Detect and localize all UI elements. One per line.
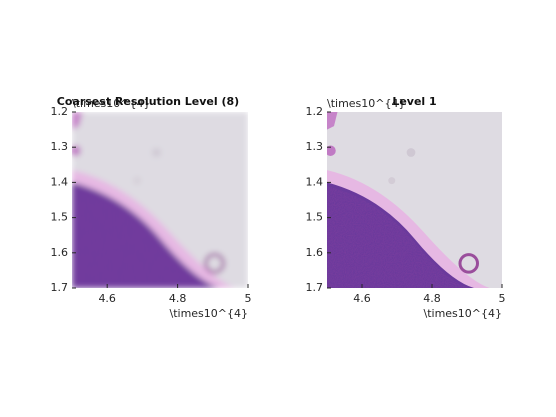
edge-corner: [72, 112, 83, 130]
cell: [458, 253, 479, 274]
y-tick-label: 1.3: [306, 140, 324, 153]
y-tick-label: 1.7: [306, 281, 324, 294]
y-tick-label: 1.5: [306, 211, 324, 224]
x-tick-label: 4.8: [423, 292, 441, 305]
edge-cell: [327, 145, 336, 156]
y-tick-label: 1.3: [51, 140, 69, 153]
x-tick-label: 4.6: [353, 292, 371, 305]
x-exponent-label: \times10^{4}: [424, 307, 503, 320]
cell: [406, 148, 416, 157]
y-tick-label: 1.2: [306, 105, 324, 118]
y-tick-label: 1.5: [51, 211, 69, 224]
image: [327, 112, 502, 288]
edge-cell: [72, 145, 81, 156]
cell: [204, 253, 225, 274]
tissue-texture: [327, 185, 471, 288]
x-tick-label: 4.8: [169, 292, 187, 305]
y-tick-label: 1.6: [306, 246, 324, 259]
image: [72, 112, 248, 288]
axes-title: Level 1: [392, 95, 436, 108]
y-tick-label: 1.4: [51, 175, 69, 188]
x-tick-label: 5: [499, 292, 506, 305]
y-tick-label: 1.2: [51, 105, 69, 118]
y-exponent-label: \times10^{4}: [72, 97, 151, 110]
x-exponent-label: \times10^{4}: [170, 307, 249, 320]
x-tick-label: 4.6: [98, 292, 116, 305]
tissue-texture: [72, 185, 217, 288]
y-tick-label: 1.6: [51, 246, 69, 259]
cell: [152, 148, 161, 157]
cell: [388, 177, 396, 185]
y-exponent-label: \times10^{4}: [327, 97, 406, 110]
x-tick-label: 5: [245, 292, 252, 305]
axes-title: Coarsest Resolution Level (8): [57, 95, 239, 108]
cell: [133, 177, 141, 185]
edge-corner: [327, 112, 338, 130]
y-tick-label: 1.4: [306, 175, 324, 188]
y-tick-label: 1.7: [51, 281, 69, 294]
